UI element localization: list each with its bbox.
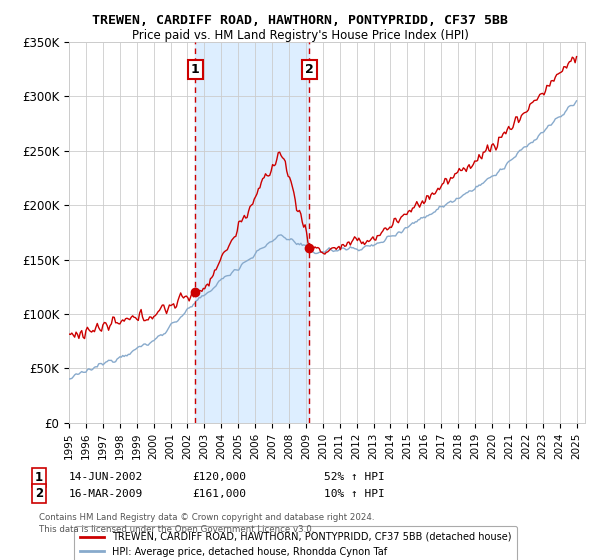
Legend: TREWEN, CARDIFF ROAD, HAWTHORN, PONTYPRIDD, CF37 5BB (detached house), HPI: Aver: TREWEN, CARDIFF ROAD, HAWTHORN, PONTYPRI… bbox=[74, 526, 517, 560]
Text: 2: 2 bbox=[35, 487, 43, 501]
Text: £120,000: £120,000 bbox=[192, 472, 246, 482]
Text: 2: 2 bbox=[305, 63, 314, 76]
Text: Contains HM Land Registry data © Crown copyright and database right 2024.: Contains HM Land Registry data © Crown c… bbox=[39, 514, 374, 522]
Text: £161,000: £161,000 bbox=[192, 489, 246, 499]
Text: TREWEN, CARDIFF ROAD, HAWTHORN, PONTYPRIDD, CF37 5BB: TREWEN, CARDIFF ROAD, HAWTHORN, PONTYPRI… bbox=[92, 14, 508, 27]
Text: 16-MAR-2009: 16-MAR-2009 bbox=[69, 489, 143, 499]
Text: 1: 1 bbox=[35, 470, 43, 484]
Bar bbox=[195, 42, 310, 423]
Text: 14-JUN-2002: 14-JUN-2002 bbox=[69, 472, 143, 482]
Text: This data is licensed under the Open Government Licence v3.0.: This data is licensed under the Open Gov… bbox=[39, 525, 314, 534]
Text: 52% ↑ HPI: 52% ↑ HPI bbox=[324, 472, 385, 482]
Text: 10% ↑ HPI: 10% ↑ HPI bbox=[324, 489, 385, 499]
Text: 1: 1 bbox=[191, 63, 199, 76]
Text: Price paid vs. HM Land Registry's House Price Index (HPI): Price paid vs. HM Land Registry's House … bbox=[131, 29, 469, 42]
